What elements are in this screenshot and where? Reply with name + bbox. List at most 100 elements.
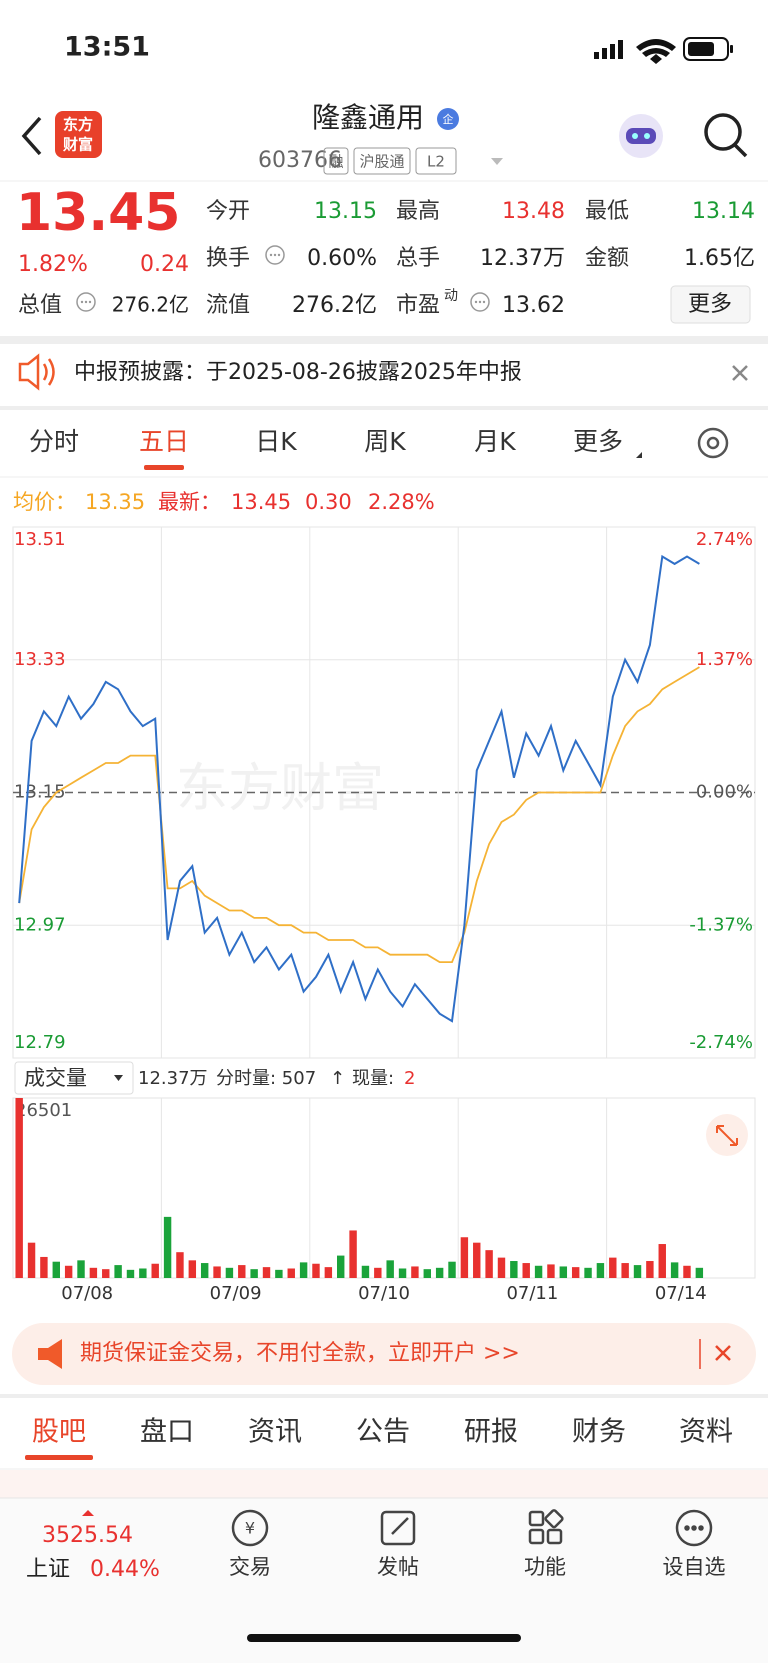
volume-bar [64, 1265, 73, 1278]
volume-bar [510, 1261, 518, 1278]
tab[interactable]: 日K [255, 427, 297, 456]
bottom-tab[interactable]: 财务 [572, 1417, 626, 1448]
tab[interactable]: 月K [474, 427, 516, 456]
volume-bar [324, 1267, 333, 1278]
bottom-tab[interactable]: 资料 [679, 1417, 733, 1448]
index-arrow [82, 1510, 94, 1516]
nav-item[interactable]: 发帖 [377, 1555, 419, 1579]
expand-icon[interactable] [716, 1125, 738, 1146]
tag-text: 融 [328, 153, 343, 171]
y-tick-label: 12.79 [14, 1032, 66, 1053]
settings-icon[interactable] [697, 427, 729, 459]
y-tick-label: 12.97 [14, 914, 66, 935]
volume-bar [411, 1266, 419, 1278]
volume-bar [361, 1265, 370, 1278]
info-dot [474, 300, 478, 304]
ad-close[interactable] [715, 1345, 731, 1361]
field-value: 12.37万 [480, 246, 565, 271]
volume-bar [188, 1260, 197, 1278]
ad-banner[interactable] [12, 1323, 756, 1385]
volume-bar [77, 1260, 85, 1278]
logo-text: 东方 [63, 116, 93, 134]
y2-tick-label: 0.00% [696, 782, 753, 803]
field-value: 13.15 [314, 199, 377, 224]
ad-icon [38, 1339, 62, 1369]
stock-name: 隆鑫通用 [312, 101, 424, 134]
field-label: 今开 [206, 199, 250, 224]
volume-bar [559, 1266, 568, 1278]
volume-bar [262, 1267, 271, 1278]
tab[interactable]: 五日 [139, 427, 189, 456]
volume-bar [213, 1266, 221, 1278]
volume-bar [485, 1250, 493, 1278]
volume-bar [176, 1252, 184, 1278]
tab[interactable]: 周K [364, 427, 406, 456]
tab[interactable]: 分时 [29, 427, 79, 456]
x-tick-label: 07/10 [358, 1283, 410, 1304]
nav-item[interactable]: 功能 [524, 1555, 566, 1579]
back-button[interactable] [21, 116, 42, 156]
bottom-tab[interactable]: 公告 [356, 1417, 410, 1448]
volume-bar [596, 1263, 605, 1278]
index-pct[interactable]: 0.44% [90, 1557, 160, 1582]
volume-bar [275, 1269, 283, 1278]
ad-text[interactable]: 期货保证金交易，不用付全款，立即开户 >> [80, 1341, 520, 1366]
volume-bar [225, 1267, 234, 1278]
badge [437, 108, 459, 130]
info-dot [269, 253, 273, 257]
field-label: 最低 [585, 199, 629, 224]
field-value: 276.2亿 [112, 293, 189, 317]
field-value: 276.2亿 [292, 293, 377, 318]
x-tick-label: 07/08 [61, 1283, 113, 1304]
info-dot [273, 253, 277, 257]
y2-tick-label: -1.37% [689, 914, 753, 935]
volume-bar [646, 1261, 654, 1278]
bottom-tab[interactable]: 股吧 [32, 1417, 86, 1448]
volume-bar [52, 1261, 60, 1278]
svg-text:¥: ¥ [245, 1519, 255, 1538]
volume-bar [398, 1268, 407, 1278]
search-button[interactable] [704, 113, 748, 158]
volume-bar [349, 1230, 357, 1278]
volume-total: 12.37万 [138, 1068, 208, 1089]
field-value: 13.14 [692, 199, 755, 224]
price-line [18, 554, 700, 1023]
volume-bar [287, 1268, 295, 1278]
tab[interactable]: 更多 [573, 427, 623, 456]
volume-label[interactable]: 成交量 [24, 1066, 87, 1090]
index-value[interactable]: 3525.54 [42, 1523, 133, 1548]
robot-avatar[interactable] [619, 114, 663, 158]
nav-item[interactable]: 设自选 [663, 1555, 726, 1579]
more-button[interactable] [670, 285, 751, 324]
info-dot [80, 300, 84, 304]
volume-bar [621, 1263, 629, 1278]
volume-frame [12, 1097, 756, 1279]
info-dot [88, 300, 92, 304]
x-tick-label: 07/14 [655, 1283, 707, 1304]
bottom-tab[interactable]: 盘口 [140, 1417, 194, 1448]
volume-bar [250, 1269, 258, 1278]
stock-code: 603766 [258, 148, 342, 173]
volume-bar [695, 1267, 704, 1278]
status-icons [594, 37, 733, 64]
nav-icons: ¥ [231, 1509, 713, 1547]
dropdown[interactable] [491, 158, 503, 165]
volume-now-label: 现量: [352, 1068, 394, 1089]
dropdown[interactable] [114, 1075, 123, 1081]
volume-selector[interactable] [14, 1061, 134, 1095]
volume-bar [584, 1267, 592, 1278]
price-pct: 1.82% [18, 252, 88, 277]
price-line [18, 666, 700, 963]
volume-bar [139, 1268, 147, 1278]
bottom-tab[interactable]: 资讯 [248, 1417, 302, 1448]
field-label: 流值 [206, 293, 250, 318]
more-button-text[interactable]: 更多 [688, 292, 732, 317]
tag-text: L2 [427, 153, 445, 171]
nav-item[interactable]: 交易 [229, 1555, 271, 1579]
info-text: 0.30 [305, 490, 352, 514]
notice-close[interactable] [732, 365, 748, 381]
index-name[interactable]: 上证 [26, 1557, 70, 1582]
bottom-tab[interactable]: 研报 [464, 1417, 518, 1448]
notice-text[interactable]: 中报预披露：于2025-08-26披露2025年中报 [74, 360, 522, 385]
field-sup: 动 [444, 288, 458, 304]
